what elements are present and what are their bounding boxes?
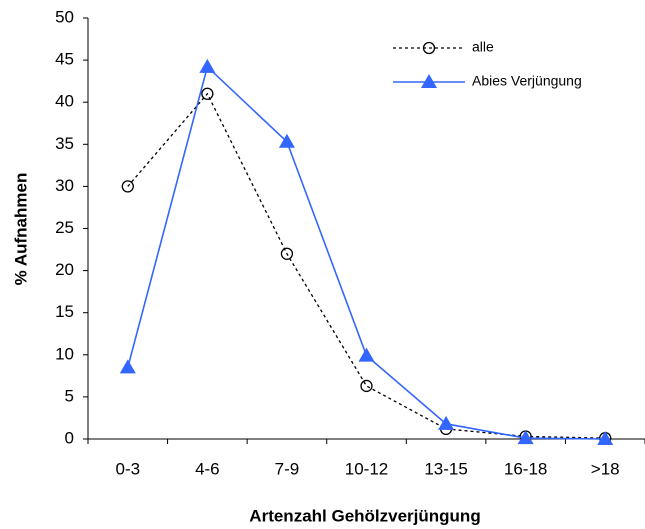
legend-text: alle: [472, 39, 494, 55]
point: [280, 247, 294, 260]
point: [201, 87, 214, 100]
point: [421, 74, 437, 88]
y-tick-label: 10: [55, 344, 74, 363]
y-tick-label: 20: [55, 260, 74, 279]
point: [360, 379, 373, 393]
y-tick-label: 15: [55, 302, 74, 321]
y-axis-title: % Aufnahmen: [11, 173, 30, 286]
legend-text: Abies Verjüngung: [472, 73, 582, 89]
x-tick-label: 16-18: [504, 459, 547, 478]
point: [517, 430, 534, 445]
series-line: [127, 65, 606, 440]
y-tick-label: 25: [55, 218, 74, 237]
point: [438, 415, 455, 430]
y-tick-label: 30: [55, 176, 74, 195]
y-tick-label: 40: [55, 92, 74, 111]
series-line: [127, 92, 606, 439]
point: [597, 431, 614, 445]
point: [199, 58, 216, 73]
x-tick-label: 4-6: [195, 459, 220, 478]
point: [121, 180, 134, 193]
x-tick-label: 13-15: [424, 459, 467, 478]
y-tick-label: 5: [65, 386, 74, 405]
y-tick-label: 50: [55, 7, 74, 26]
x-tick-label: >18: [591, 459, 620, 478]
x-tick-label: 0-3: [115, 459, 140, 478]
point: [119, 359, 136, 374]
y-tick-label: 0: [65, 428, 74, 447]
point: [422, 41, 436, 55]
point: [358, 347, 375, 362]
x-axis-title: Artenzahl Gehölzverjüngung: [249, 506, 480, 525]
y-tick-label: 45: [55, 50, 74, 69]
x-tick-label: 10-12: [345, 459, 388, 478]
x-tick-label: 7-9: [275, 459, 300, 478]
point: [278, 133, 295, 148]
y-tick-label: 35: [55, 134, 74, 153]
